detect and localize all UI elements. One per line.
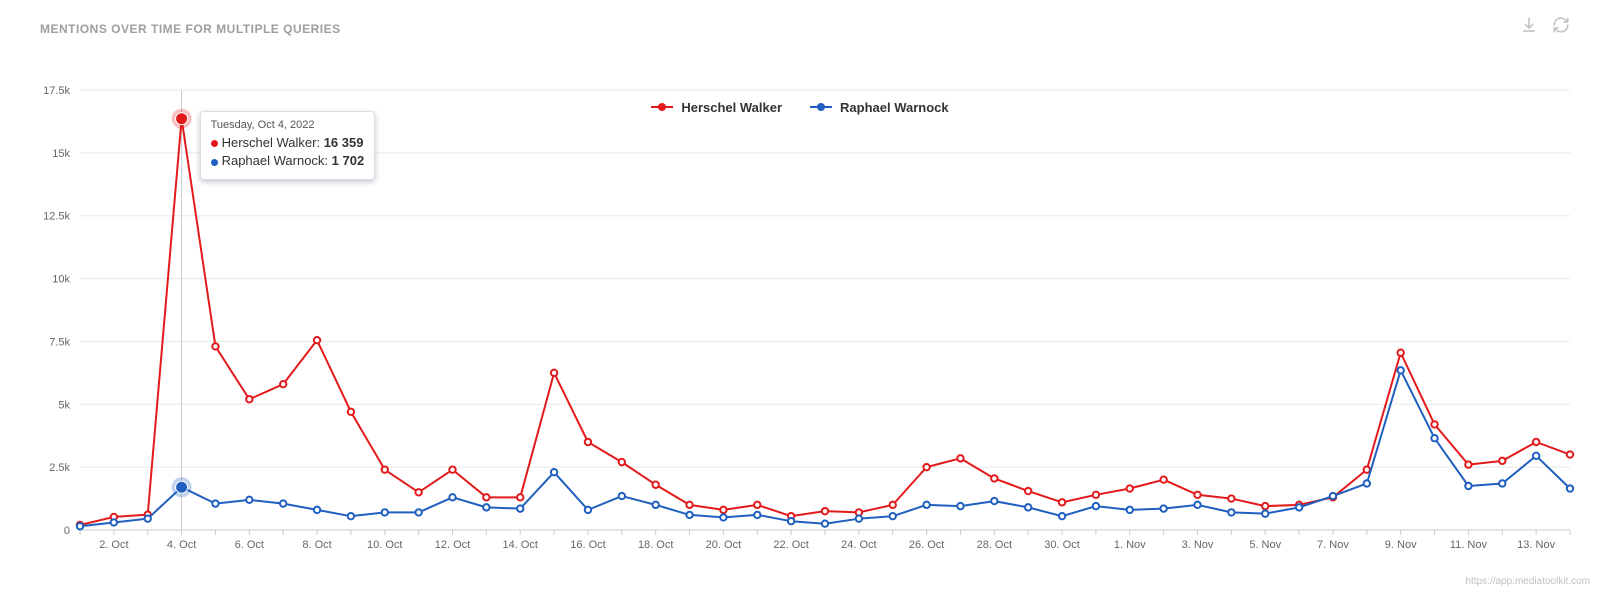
svg-text:3. Nov: 3. Nov <box>1182 539 1214 551</box>
svg-text:5k: 5k <box>58 399 70 411</box>
svg-text:10k: 10k <box>52 274 70 286</box>
svg-text:7.5k: 7.5k <box>49 336 70 348</box>
chart-tooltip: Tuesday, Oct 4, 2022Herschel Walker: 16 … <box>200 111 376 181</box>
download-icon[interactable] <box>1520 16 1538 34</box>
svg-text:5. Nov: 5. Nov <box>1249 539 1281 551</box>
svg-text:14. Oct: 14. Oct <box>502 539 537 551</box>
svg-text:0: 0 <box>64 525 70 537</box>
svg-text:15k: 15k <box>52 148 70 160</box>
legend-swatch <box>810 106 832 108</box>
tooltip-row: Herschel Walker: 16 359 <box>211 134 365 153</box>
svg-text:24. Oct: 24. Oct <box>841 539 876 551</box>
svg-text:16. Oct: 16. Oct <box>570 539 605 551</box>
svg-text:8. Oct: 8. Oct <box>302 539 331 551</box>
svg-text:12. Oct: 12. Oct <box>435 539 470 551</box>
svg-text:2.5k: 2.5k <box>49 462 70 474</box>
legend-item[interactable]: Raphael Warnock <box>810 100 949 115</box>
svg-text:6. Oct: 6. Oct <box>235 539 264 551</box>
svg-text:13. Nov: 13. Nov <box>1517 539 1555 551</box>
svg-text:9. Nov: 9. Nov <box>1385 539 1417 551</box>
svg-text:1. Nov: 1. Nov <box>1114 539 1146 551</box>
svg-text:11. Nov: 11. Nov <box>1450 539 1488 551</box>
svg-text:28. Oct: 28. Oct <box>977 539 1012 551</box>
chart-title: MENTIONS OVER TIME FOR MULTIPLE QUERIES <box>40 22 341 36</box>
attribution-link[interactable]: https://app.mediatoolkit.com <box>1465 576 1590 587</box>
svg-text:22. Oct: 22. Oct <box>773 539 808 551</box>
svg-text:20. Oct: 20. Oct <box>706 539 741 551</box>
svg-text:10. Oct: 10. Oct <box>367 539 402 551</box>
tooltip-date: Tuesday, Oct 4, 2022 <box>211 118 365 134</box>
mentions-line-chart[interactable]: 02.5k5k7.5k10k12.5k15k17.5k2. Oct4. Oct6… <box>20 60 1580 570</box>
legend-item[interactable]: Herschel Walker <box>651 100 782 115</box>
tooltip-row: Raphael Warnock: 1 702 <box>211 152 365 171</box>
svg-text:18. Oct: 18. Oct <box>638 539 673 551</box>
svg-text:4. Oct: 4. Oct <box>167 539 196 551</box>
legend-swatch <box>651 106 673 108</box>
legend-label: Herschel Walker <box>681 100 782 115</box>
svg-text:12.5k: 12.5k <box>43 211 70 223</box>
svg-text:2. Oct: 2. Oct <box>99 539 128 551</box>
refresh-icon[interactable] <box>1552 16 1570 34</box>
svg-text:7. Nov: 7. Nov <box>1317 539 1349 551</box>
legend-label: Raphael Warnock <box>840 100 949 115</box>
svg-text:30. Oct: 30. Oct <box>1044 539 1079 551</box>
svg-text:26. Oct: 26. Oct <box>909 539 944 551</box>
